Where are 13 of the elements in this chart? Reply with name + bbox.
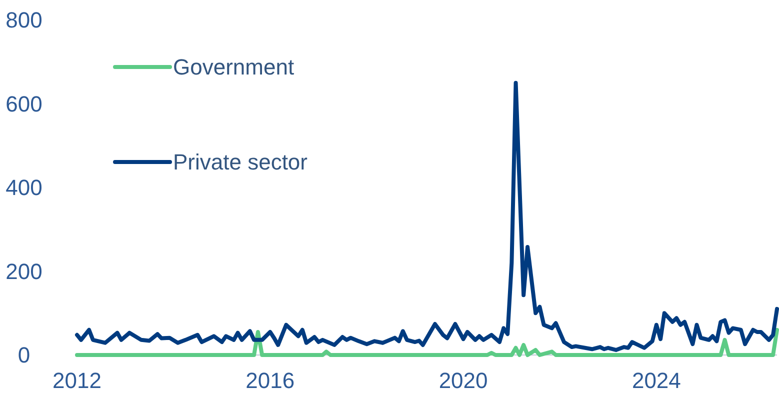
y-tick-label: 200 xyxy=(6,258,42,284)
line-series xyxy=(75,328,779,357)
legend-label: Private sector xyxy=(173,150,308,175)
x-tick-label: 2020 xyxy=(438,368,488,393)
y-tick-label: 600 xyxy=(6,91,42,116)
x-tick-label: 2012 xyxy=(52,368,102,393)
y-tick-label: 0 xyxy=(18,342,30,368)
line-series xyxy=(75,80,779,352)
x-tick-label: 2016 xyxy=(246,368,295,393)
legend-label: Government xyxy=(173,54,294,80)
y-tick-label: 400 xyxy=(6,175,42,200)
x-tick-label: 2024 xyxy=(632,368,681,393)
y-tick-label: 800 xyxy=(6,8,42,33)
